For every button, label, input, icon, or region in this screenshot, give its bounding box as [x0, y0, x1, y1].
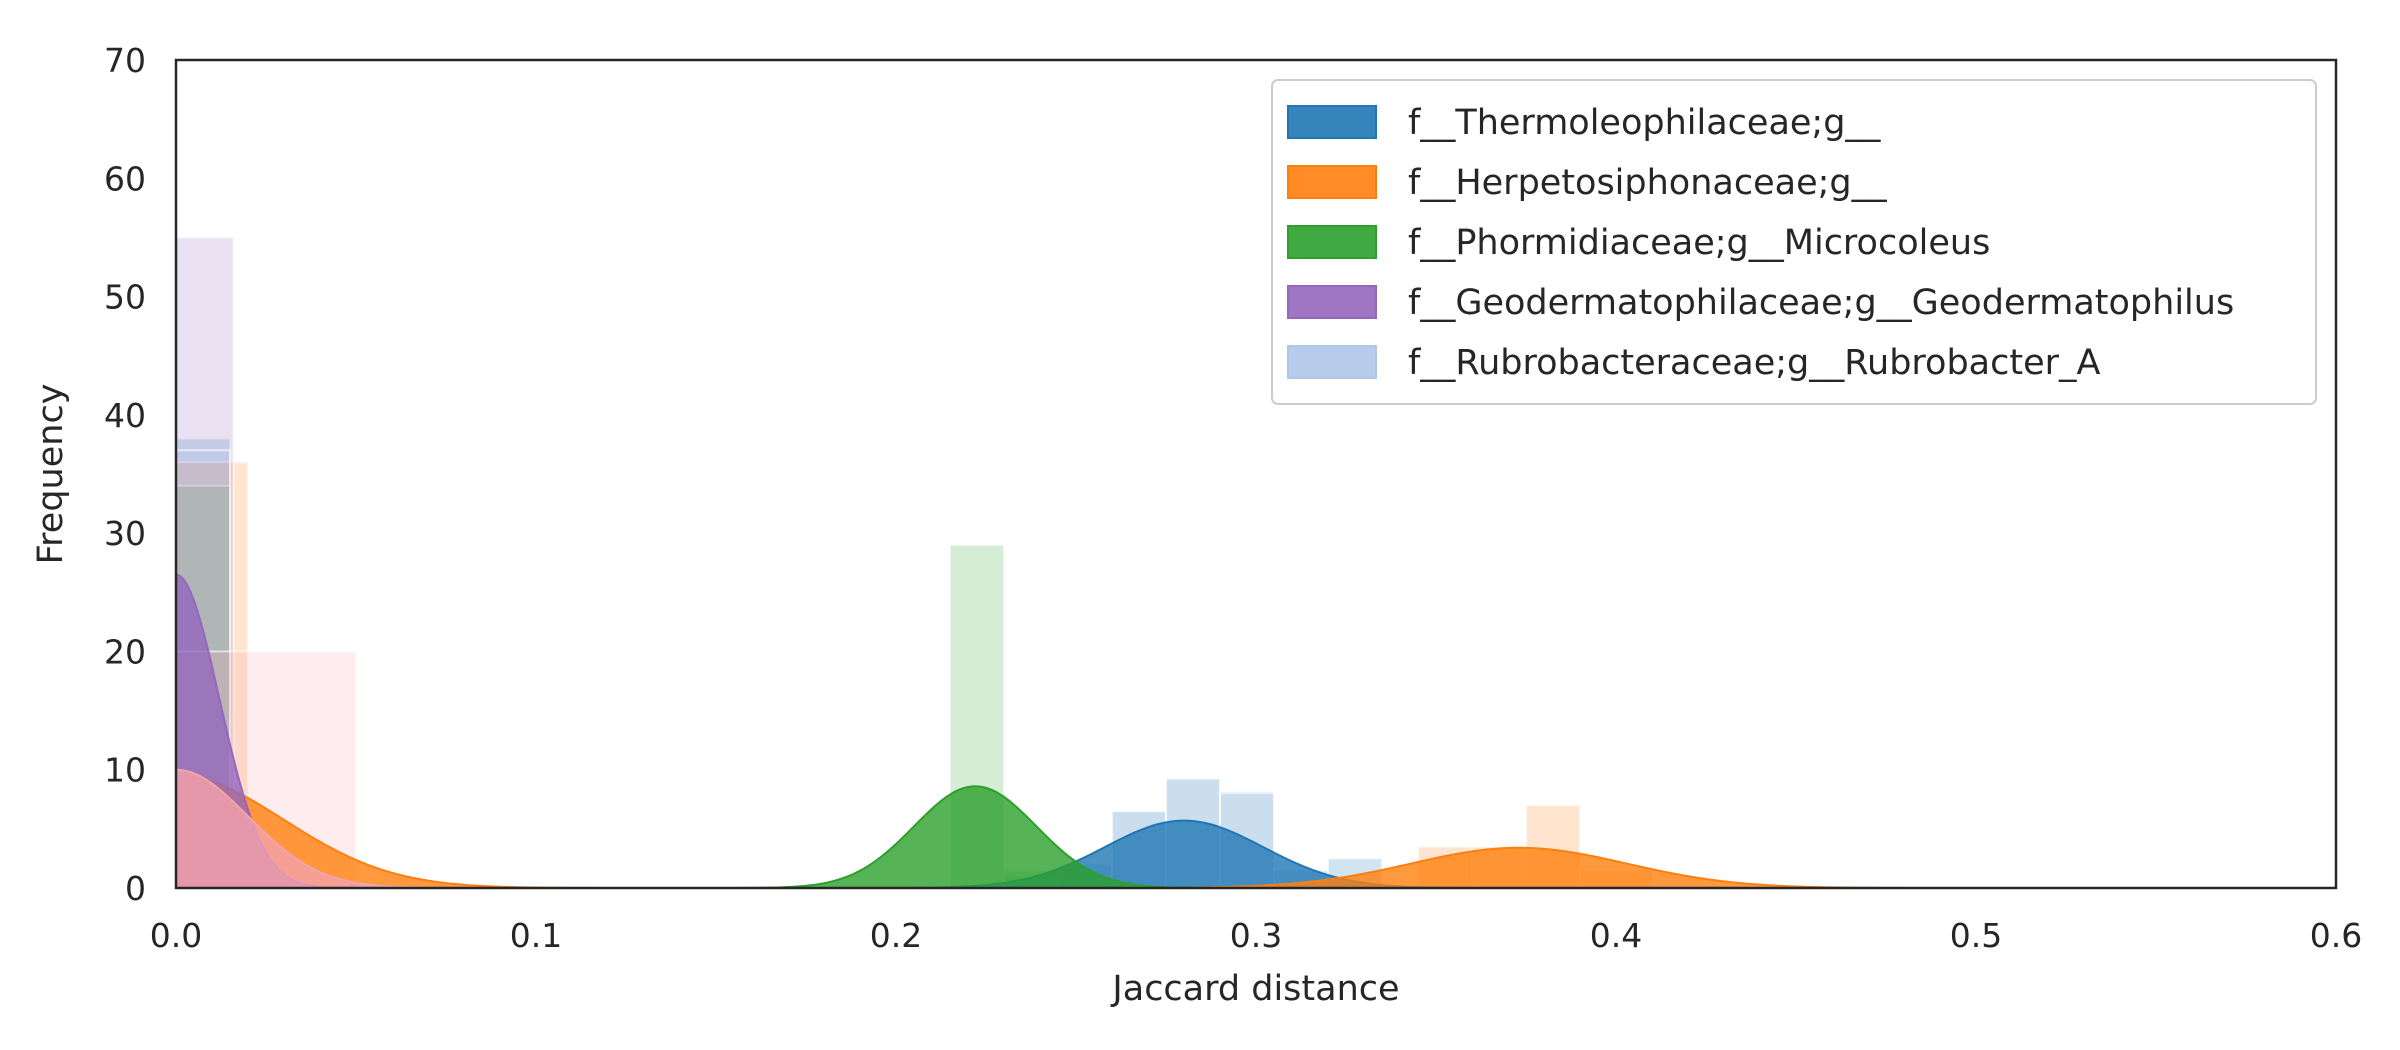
y-tick-label: 40 — [104, 396, 146, 435]
legend-label-f-rubrobacteraceae-g-rubrobacter-a: f__Rubrobacteraceae;g__Rubrobacter_A — [1408, 343, 2101, 383]
legend-swatch-f-herpetosiphonaceae-g — [1287, 165, 1377, 199]
legend: f__Thermoleophilaceae;g__ f__Herpetosipho… — [1271, 79, 2317, 405]
legend-swatch-f-geodermatophilaceae-g-geodermatophilus — [1287, 285, 1377, 319]
y-tick-label: 60 — [104, 159, 146, 198]
legend-swatch-f-rubrobacteraceae-g-rubrobacter-a — [1287, 345, 1377, 379]
y-tick-label: 30 — [104, 514, 146, 553]
y-tick-label: 20 — [104, 632, 146, 671]
y-tick-label: 70 — [104, 41, 146, 80]
y-tick-label: 10 — [104, 751, 146, 790]
x-tick-label: 0.4 — [1590, 916, 1642, 955]
x-tick-label: 0.1 — [510, 916, 562, 955]
legend-swatch-f-thermoleophilaceae-g — [1287, 105, 1377, 139]
x-axis-ticks: 0.0 0.1 0.2 0.3 0.4 0.5 0.6 — [150, 916, 2362, 955]
legend-frame — [1271, 79, 2317, 405]
y-axis-ticks: 0 10 20 30 40 50 60 70 — [104, 41, 146, 908]
y-tick-label: 0 — [125, 869, 146, 908]
x-tick-label: 0.6 — [2310, 916, 2362, 955]
legend-label-f-phormidiaceae-g-microcoleus: f__Phormidiaceae;g__Microcoleus — [1408, 223, 1990, 263]
x-tick-label: 0.3 — [1230, 916, 1282, 955]
legend-swatch-f-phormidiaceae-g-microcoleus — [1287, 225, 1377, 259]
plot-frame — [174, 58, 2338, 890]
legend-label-f-geodermatophilaceae-g-geodermatophilus: f__Geodermatophilaceae;g__Geodermatophil… — [1408, 283, 2234, 323]
legend-label-f-thermoleophilaceae-g: f__Thermoleophilaceae;g__ — [1408, 103, 1881, 143]
legend-label-f-herpetosiphonaceae-g: f__Herpetosiphonaceae;g__ — [1408, 163, 1887, 203]
x-tick-label: 0.5 — [1950, 916, 2002, 955]
y-tick-label: 50 — [104, 278, 146, 317]
x-tick-label: 0.2 — [870, 916, 922, 955]
y-axis-label: Frequency — [31, 384, 71, 565]
x-tick-label: 0.0 — [150, 916, 202, 955]
x-axis-label: Jaccard distance — [1110, 969, 1399, 1009]
